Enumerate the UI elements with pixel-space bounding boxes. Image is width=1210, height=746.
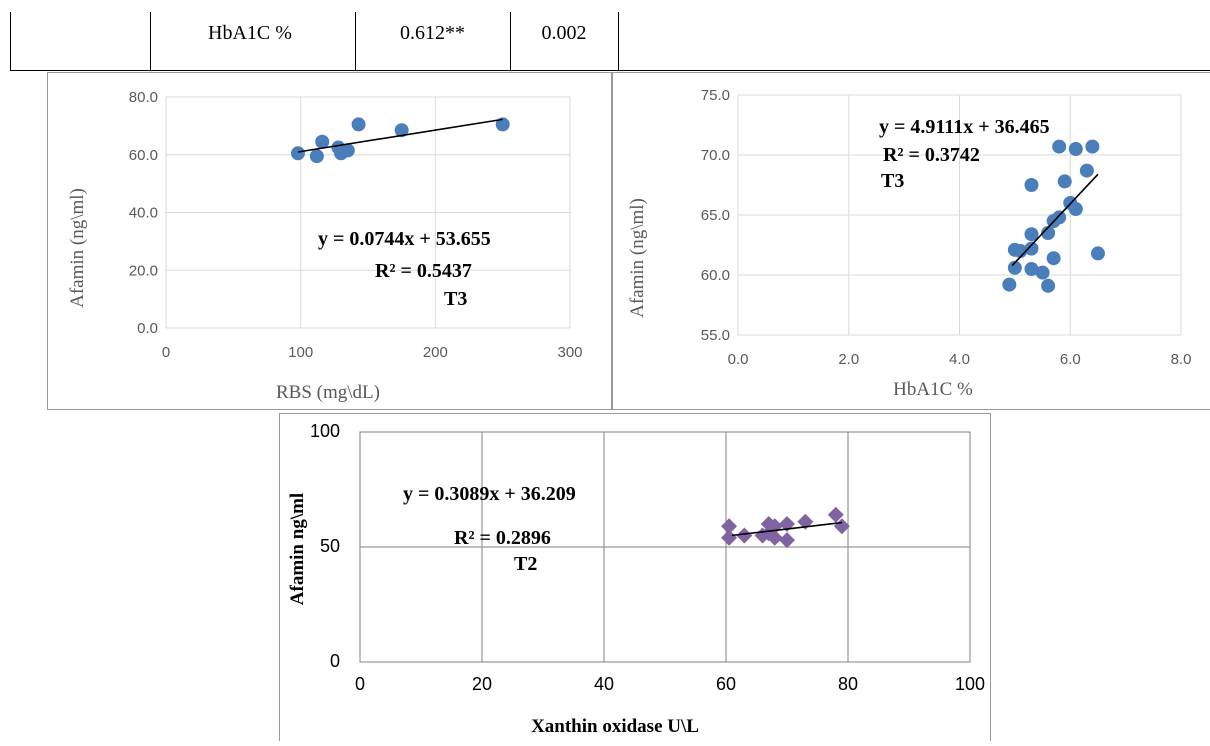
y-axis-label: Afamin (ng\ml) [627, 198, 648, 318]
data-point [340, 143, 355, 158]
data-point [1085, 139, 1100, 154]
data-point [1035, 265, 1050, 280]
y-tick-label: 70.0 [701, 147, 730, 164]
chart-hba1c-panel: 55.0 60.0 65.0 70.0 75.0 0.0 2.0 4.0 6.0 8.0 HbA1C… [612, 72, 1210, 410]
table-cell-r: 0.612** [400, 22, 465, 44]
x-tick-label: 40 [594, 674, 614, 694]
y-axis-label: Afamin (ng\ml) [67, 188, 88, 308]
y-tick-label: 50 [320, 536, 340, 556]
data-point [736, 527, 753, 544]
trendline-equation: y = 0.0744x + 53.655 [318, 228, 491, 250]
table-bottom-border [10, 70, 1210, 71]
table-border [355, 12, 356, 70]
data-point [1090, 246, 1105, 261]
table-border [618, 12, 619, 70]
data-point [827, 506, 844, 523]
x-tick-label: 100 [288, 344, 313, 361]
trendline-equation: R² = 0.3742 [883, 144, 980, 166]
y-tick-label: 0.0 [137, 320, 158, 337]
y-tick-label: 100 [310, 421, 340, 441]
data-point [1068, 202, 1083, 216]
x-tick-label: 20 [472, 674, 492, 694]
chart-hba1c: 55.0 60.0 65.0 70.0 75.0 0.0 2.0 4.0 6.0 8.0 HbA1C… [627, 87, 1192, 400]
data-point [309, 149, 324, 164]
x-tick-label: 0.0 [728, 351, 749, 368]
data-point [1024, 241, 1039, 256]
y-tick-label: 55.0 [701, 327, 730, 344]
trendline [1011, 173, 1099, 267]
data-point [766, 529, 783, 546]
chart-rbs-panel: 0.0 20.0 40.0 60.0 80.0 0 100 200 300 RBS (mg\dL)… [47, 72, 612, 410]
x-tick-label: 2.0 [838, 351, 859, 368]
data-point [721, 529, 738, 546]
data-point [833, 518, 850, 535]
trendline-equation: y = 4.9111x + 36.465 [879, 116, 1050, 138]
data-point [495, 117, 510, 132]
x-tick-label: 100 [955, 674, 985, 694]
data-point [1079, 163, 1094, 178]
x-tick-label: 4.0 [949, 351, 970, 368]
table-cell-p: 0.002 [541, 22, 587, 44]
data-point [315, 134, 330, 149]
y-tick-label: 80.0 [129, 89, 158, 106]
series-tag: T3 [444, 288, 467, 310]
data-point [394, 123, 409, 138]
x-tick-label: 200 [423, 344, 448, 361]
x-tick-label: 60 [716, 674, 736, 694]
data-point [1024, 178, 1039, 192]
data-point [721, 518, 738, 535]
y-tick-label: 20.0 [129, 262, 158, 279]
data-point [1024, 227, 1039, 242]
data-point [1002, 277, 1017, 292]
data-point [779, 532, 795, 549]
data-point [1052, 139, 1067, 154]
x-tick-label: 8.0 [1171, 351, 1192, 368]
x-axis-label: RBS (mg\dL) [276, 382, 380, 403]
y-tick-label: 40.0 [129, 205, 158, 222]
chart-rbs: 0.0 20.0 40.0 60.0 80.0 0 100 200 300 RBS (mg\dL)… [67, 89, 583, 403]
data-point [1046, 251, 1061, 266]
x-tick-label: 0 [162, 344, 170, 361]
data-point [1057, 174, 1072, 189]
y-tick-label: 0 [330, 651, 340, 671]
trendline [732, 521, 842, 537]
series-tag: T3 [881, 170, 904, 192]
y-tick-label: 65.0 [701, 207, 730, 224]
data-point [1041, 226, 1056, 240]
x-tick-label: 80 [838, 674, 858, 694]
trendline-equation: y = 0.3089x + 36.209 [403, 483, 576, 505]
chart-xanthin: 0 50 100 0 20 40 60 80 100 Xanthin oxidase U\L Afa… [287, 421, 985, 737]
trendline-equation: R² = 0.2896 [454, 527, 551, 549]
trendline-equation: R² = 0.5437 [375, 260, 472, 282]
data-point [1007, 260, 1022, 275]
y-tick-label: 75.0 [701, 87, 730, 104]
data-point [1068, 142, 1083, 156]
x-tick-label: 6.0 [1060, 351, 1081, 368]
y-axis-label: Afamin ng\ml [287, 493, 308, 605]
data-point [797, 513, 814, 530]
series-tag: T2 [514, 553, 537, 575]
table-border [10, 12, 11, 70]
data-point [290, 146, 305, 161]
data-point [1052, 210, 1067, 225]
table-cell-parameter: HbA1C % [208, 22, 292, 44]
y-tick-label: 60.0 [129, 147, 158, 164]
data-point [1024, 262, 1039, 276]
table-border [150, 12, 151, 70]
x-tick-label: 0 [355, 674, 365, 694]
trendline [297, 118, 503, 153]
correlation-table: HbA1C % 0.612** 0.002 [10, 12, 1210, 71]
x-axis-label: Xanthin oxidase U\L [531, 716, 699, 737]
x-axis-label: HbA1C % [893, 379, 973, 400]
data-point [1041, 278, 1056, 293]
y-tick-label: 60.0 [701, 267, 730, 284]
chart-xanthin-panel: 0 50 100 0 20 40 60 80 100 Xanthin oxidase U\L Afa… [279, 413, 991, 741]
x-tick-label: 300 [557, 344, 582, 361]
table-border [510, 12, 511, 70]
data-point [351, 117, 366, 132]
plot-frame [359, 431, 971, 663]
data-point [1013, 244, 1028, 258]
